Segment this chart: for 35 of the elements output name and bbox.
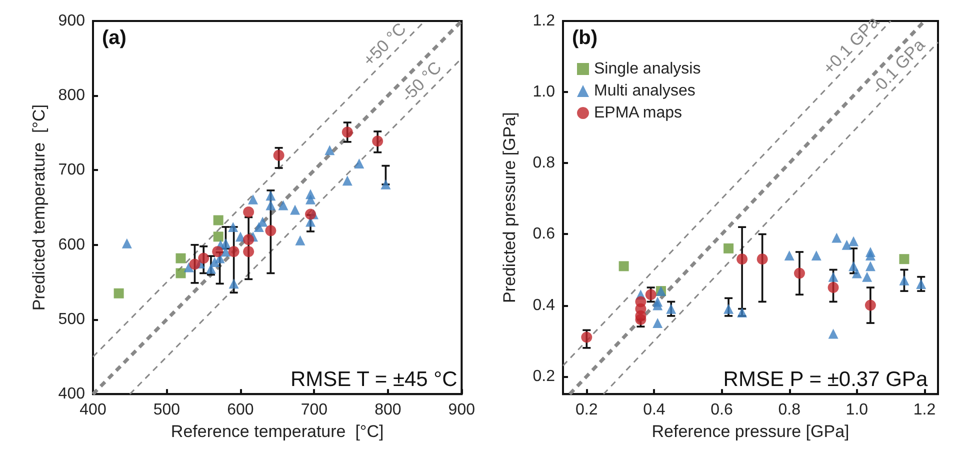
y-tick-label: 1.2 [532, 12, 556, 30]
y-tick-label: 0.8 [532, 154, 556, 172]
y-tick-label: 900 [58, 12, 86, 30]
legend-label: Single analysis [594, 60, 701, 78]
x-tick-label: 800 [374, 402, 402, 419]
x-tick-label: 500 [153, 402, 180, 419]
x-tick-label: 900 [448, 402, 476, 419]
x-tick-label: 0.2 [576, 402, 598, 419]
x-axis-title: Reference pressure [GPa] [652, 422, 850, 441]
legend-label: Multi analyses [594, 82, 696, 100]
x-tick-label: 0.6 [710, 402, 734, 419]
y-tick-label: 700 [58, 162, 86, 179]
x-tick-label: 600 [227, 402, 254, 419]
y-tick-label: 1.0 [532, 84, 556, 101]
y-tick-label: 0.4 [532, 296, 556, 314]
x-tick-label: 0.8 [778, 402, 801, 419]
x-axis-title: Reference temperature [°C] [170, 422, 384, 441]
y-tick-label: 600 [58, 236, 86, 254]
y-tick-label: 400 [58, 386, 86, 403]
x-tick-label: 1.2 [913, 402, 936, 419]
x-tick-label: 0.4 [643, 402, 666, 419]
y-axis-title: Predicted temperature [°C] [29, 104, 48, 311]
x-tick-label: 400 [80, 402, 106, 419]
annotation: (b) [572, 27, 598, 49]
legend-label: EPMA maps [594, 104, 682, 122]
y-tick-label: 0.2 [532, 368, 556, 385]
y-tick-label: 0.6 [532, 226, 556, 243]
y-axis-title: Predicted pressure [GPa] [500, 112, 519, 303]
x-tick-label: 700 [300, 402, 328, 419]
y-tick-label: 800 [58, 87, 86, 104]
y-tick-label: 500 [58, 310, 86, 328]
annotation: (a) [102, 27, 126, 49]
annotation: RMSE T = ±45 °C [290, 368, 458, 391]
x-tick-label: 1.0 [846, 402, 868, 419]
annotation: RMSE P = ±0.37 GPa [723, 368, 928, 391]
